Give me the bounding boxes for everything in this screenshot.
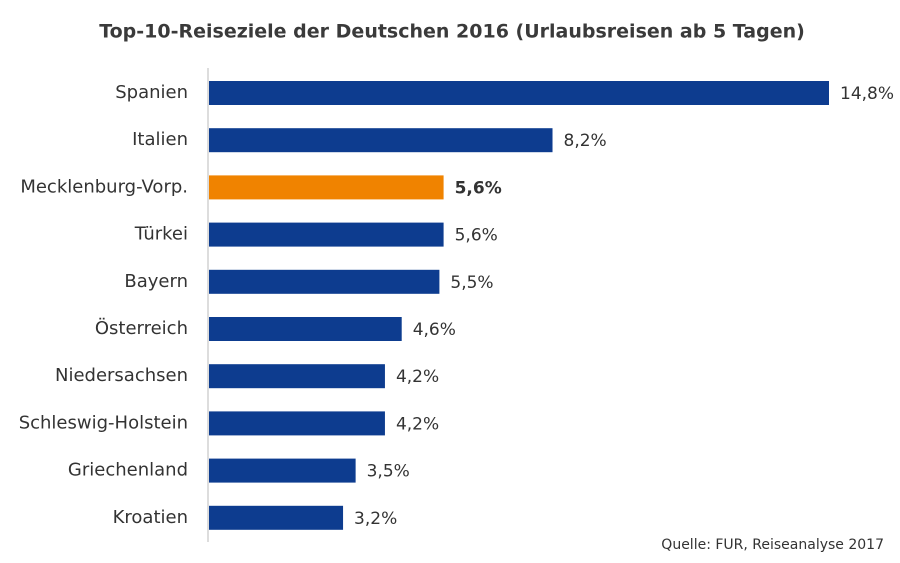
category-label: Kroatien: [113, 507, 188, 528]
value-label: 5,5%: [450, 273, 493, 293]
category-label: Schleswig-Holstein: [19, 412, 188, 433]
bar: [209, 81, 829, 105]
bar: [209, 317, 402, 341]
bar: [209, 458, 356, 483]
category-label: Niedersachsen: [55, 365, 188, 386]
value-label: 5,6%: [455, 178, 502, 198]
value-label: 14,8%: [840, 84, 894, 104]
category-label: Türkei: [134, 224, 188, 245]
category-label: Italien: [132, 129, 188, 150]
bar: [209, 222, 444, 247]
chart-title: Top-10-Reiseziele der Deutschen 2016 (Ur…: [99, 21, 805, 43]
value-label: 5,6%: [455, 226, 498, 246]
category-label: Bayern: [124, 271, 188, 292]
category-label: Spanien: [115, 82, 188, 103]
bar: [209, 505, 344, 530]
bar: [209, 364, 385, 389]
bar: [209, 128, 553, 153]
bar: [209, 411, 385, 436]
value-label: 3,2%: [354, 509, 397, 529]
bar: [209, 175, 444, 200]
value-label: 4,6%: [413, 320, 456, 340]
value-label: 8,2%: [564, 131, 607, 151]
bar: [209, 269, 440, 294]
value-label: 4,2%: [396, 414, 439, 434]
source-note: Quelle: FUR, Reiseanalyse 2017: [661, 537, 884, 553]
category-label: Griechenland: [68, 460, 188, 481]
category-label: Österreich: [95, 317, 188, 339]
value-label: 4,2%: [396, 367, 439, 387]
value-label: 3,5%: [367, 462, 410, 482]
category-label: Mecklenburg-Vorp.: [20, 176, 188, 197]
